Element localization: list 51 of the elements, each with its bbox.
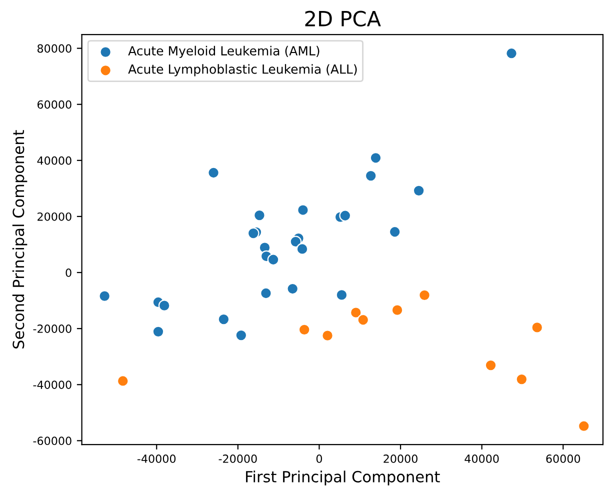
x-axis-title: First Principal Component (246, 470, 440, 486)
point (208, 166, 220, 179)
point (158, 300, 170, 312)
y-tick-label: -60000 (33, 436, 72, 446)
point (152, 326, 164, 338)
y-tick-label: 60000 (38, 100, 72, 109)
y-tick-label: -20000 (33, 324, 72, 333)
y-tick-label: 0 (66, 268, 72, 277)
y-tick-label: 20000 (38, 212, 72, 221)
point (290, 236, 302, 248)
point (260, 287, 272, 300)
point (336, 289, 348, 301)
point (286, 282, 299, 295)
point (116, 375, 129, 387)
point (296, 243, 308, 255)
y-tick-label: 80000 (37, 44, 72, 53)
y-axis-title: Second Principal Component (12, 130, 28, 348)
x-tick-label: -20000 (218, 454, 257, 463)
point (506, 47, 518, 60)
x-tick-label: -40000 (137, 454, 176, 463)
y-tick-label: -40000 (33, 380, 72, 390)
point (298, 324, 310, 336)
point (364, 170, 377, 182)
point (322, 330, 334, 342)
legend-label: Acute Myeloid Leukemia (AML) (128, 46, 320, 58)
point (391, 304, 404, 316)
point (388, 226, 401, 238)
x-tick-label: 40000 (464, 454, 499, 463)
point (370, 152, 382, 164)
point (267, 254, 280, 266)
point (531, 322, 544, 334)
point (247, 227, 260, 240)
point (418, 289, 430, 302)
point (357, 314, 370, 326)
x-tick-label: 0 (316, 454, 322, 463)
x-tick-label: 20000 (384, 454, 418, 463)
point (254, 209, 266, 222)
x-tick-label: 60000 (546, 454, 580, 463)
point (218, 313, 230, 326)
point (98, 290, 111, 302)
point (484, 359, 497, 372)
point (235, 329, 248, 342)
point (339, 210, 352, 222)
legend-label: Acute Lymphoblastic Leukemia (ALL) (128, 64, 357, 76)
point (297, 204, 309, 216)
point (578, 420, 590, 432)
point (516, 373, 528, 386)
chart-title: 2D PCA (305, 10, 381, 27)
point (350, 306, 362, 319)
y-tick-label: 40000 (37, 156, 72, 165)
point (412, 184, 425, 197)
